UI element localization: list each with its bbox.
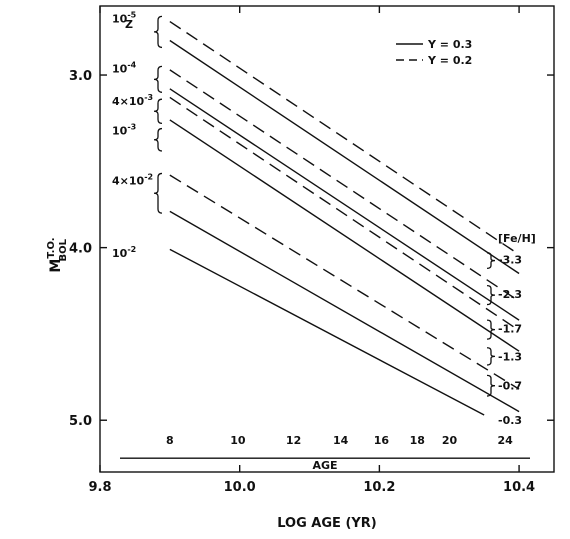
age-tick-label-0: 8 <box>166 434 174 447</box>
series-line-0 <box>169 20 520 256</box>
axes-layer: 9.8 10.0 10.2 10.4 3.0 4.0 5.0 8 10 12 14 16 18 20 24 <box>69 6 554 495</box>
x-tick-label-3: 10.4 <box>503 480 535 495</box>
legend-label-dashed: Y = 0.2 <box>427 54 472 67</box>
z-label-0: 10-5 <box>112 10 137 25</box>
feh-label-2: -1.7 <box>498 323 522 336</box>
series-line-4 <box>169 96 520 332</box>
z-brace-3 <box>153 127 163 152</box>
age-tick-label-3: 14 <box>333 434 349 447</box>
feh-brace-3 <box>486 347 496 366</box>
series-line-1 <box>169 39 520 275</box>
age-tick-label-7: 24 <box>497 434 513 447</box>
x-tick-label-2: 10.2 <box>363 480 395 495</box>
feh-label-0: -3.3 <box>498 254 522 267</box>
feh-label-1: -2.3 <box>498 288 522 301</box>
series-line-5 <box>169 119 520 352</box>
z-brace-1 <box>153 65 163 93</box>
z-brace-4 <box>153 172 163 214</box>
series-line-7 <box>169 210 520 413</box>
feh-label-5: -0.3 <box>498 414 522 427</box>
age-axis-title: AGE <box>312 459 337 472</box>
y-tick-label-1: 4.0 <box>69 242 92 257</box>
x-axis-title: LOG AGE (YR) <box>277 516 377 531</box>
legend: Y = 0.3 Y = 0.2 <box>396 38 472 67</box>
z-label-2: 4×10-3 <box>112 93 153 108</box>
feh-brace-1 <box>486 284 496 306</box>
y-tick-label-2: 5.0 <box>69 414 92 429</box>
age-tick-label-2: 12 <box>286 434 301 447</box>
z-brace-0 <box>153 15 163 49</box>
series-line-6 <box>169 174 520 390</box>
legend-label-solid: Y = 0.3 <box>427 38 472 51</box>
z-label-4: 4×10-2 <box>112 173 153 188</box>
plot-frame <box>99 5 555 473</box>
z-brace-2 <box>153 98 163 125</box>
feh-header: [Fe/H] <box>498 232 536 245</box>
x-tick-label-1: 10.0 <box>224 480 256 495</box>
y-axis-title: MT.O.BOL <box>46 237 69 272</box>
z-label-1: 10-4 <box>112 60 137 75</box>
feh-brace-4 <box>486 374 496 397</box>
feh-label-3: -1.3 <box>498 350 522 363</box>
feh-brace-0 <box>486 252 496 269</box>
annotation-layer: 10-5 10-4 4×10-3 10-3 4×10-2 10-2 -3.3 -2.3 -1.7… <box>112 10 522 427</box>
age-tick-label-4: 16 <box>374 434 390 447</box>
y-axis-title-main: M <box>48 259 64 273</box>
z-label-3: 10-3 <box>112 123 136 138</box>
series-line-8 <box>169 248 485 416</box>
series-line-2 <box>169 69 520 302</box>
series-line-3 <box>169 88 520 321</box>
feh-brace-2 <box>486 319 496 340</box>
svg-text:MT.O.BOL: MT.O.BOL <box>46 237 69 272</box>
z-header: Z <box>125 18 133 31</box>
y-axis-title-sub: BOL <box>58 238 69 261</box>
y-tick-label-0: 3.0 <box>69 69 92 84</box>
x-tick-label-0: 9.8 <box>88 480 111 495</box>
z-label-5: 10-2 <box>112 245 136 260</box>
age-tick-label-5: 18 <box>410 434 425 447</box>
age-tick-label-6: 20 <box>442 434 458 447</box>
y-axis-title-sup: T.O. <box>46 237 57 258</box>
age-tick-label-1: 10 <box>230 434 246 447</box>
feh-label-4: -0.7 <box>498 380 522 393</box>
series-layer <box>169 20 520 416</box>
